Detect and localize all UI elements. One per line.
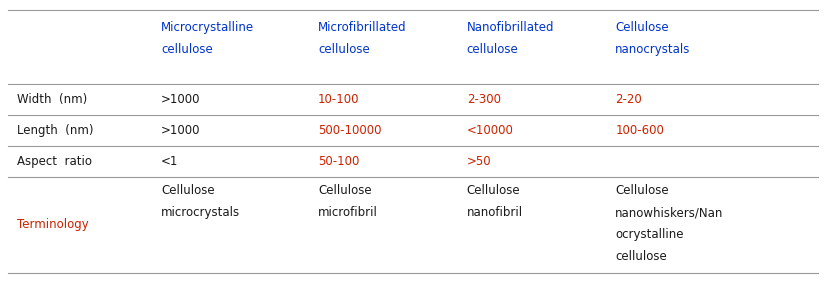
Text: 2-300: 2-300 [467, 93, 501, 106]
Text: >1000: >1000 [161, 124, 201, 137]
Text: Aspect  ratio: Aspect ratio [17, 155, 92, 168]
Text: <1: <1 [161, 155, 178, 168]
Text: 500-10000: 500-10000 [318, 124, 382, 137]
Text: Cellulose
nanowhiskers/Nan
ocrystalline
cellulose: Cellulose nanowhiskers/Nan ocrystalline … [615, 184, 724, 263]
Text: Cellulose
nanocrystals: Cellulose nanocrystals [615, 21, 691, 56]
Text: Nanofibrillated
cellulose: Nanofibrillated cellulose [467, 21, 554, 56]
Text: Cellulose
microfibril: Cellulose microfibril [318, 184, 377, 219]
Text: >1000: >1000 [161, 93, 201, 106]
Text: Cellulose
microcrystals: Cellulose microcrystals [161, 184, 240, 219]
Text: Terminology: Terminology [17, 218, 88, 231]
Text: Width  (nm): Width (nm) [17, 93, 87, 106]
Text: Cellulose
nanofibril: Cellulose nanofibril [467, 184, 523, 219]
Text: Length  (nm): Length (nm) [17, 124, 93, 137]
Text: Microfibrillated
cellulose: Microfibrillated cellulose [318, 21, 406, 56]
Text: <10000: <10000 [467, 124, 514, 137]
Text: 50-100: 50-100 [318, 155, 359, 168]
Text: 10-100: 10-100 [318, 93, 359, 106]
Text: 100-600: 100-600 [615, 124, 664, 137]
Text: 2-20: 2-20 [615, 93, 642, 106]
Text: Microcrystalline
cellulose: Microcrystalline cellulose [161, 21, 254, 56]
Text: >50: >50 [467, 155, 491, 168]
